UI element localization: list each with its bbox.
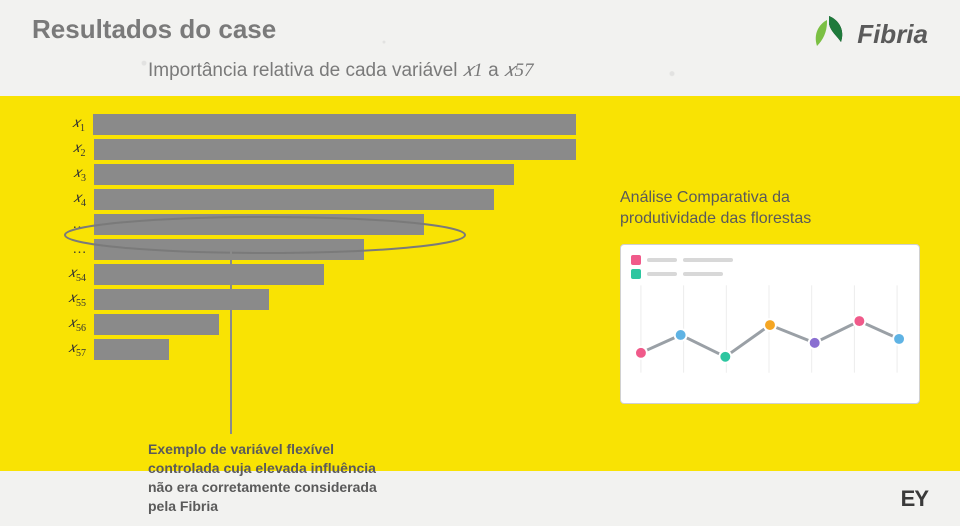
bar-label: 𝑥1 [56, 116, 85, 134]
chart-row: 𝑥55 [56, 289, 576, 310]
chart-row: 𝑥54 [56, 264, 576, 285]
bar [93, 114, 576, 135]
legend-line [683, 272, 723, 276]
bar-label: 𝑥4 [56, 191, 86, 209]
legend-line [647, 258, 677, 262]
bar-label: 𝑥56 [56, 316, 86, 334]
legend-row [631, 269, 909, 279]
chart-row: 𝑥57 [56, 339, 576, 360]
bar [94, 164, 514, 185]
chart-row: 𝑥1 [56, 114, 576, 135]
bar [94, 239, 364, 260]
bar [94, 339, 169, 360]
ey-logo: EY [901, 486, 928, 512]
subtitle: Importância relativa de cada variável 𝑥1… [148, 60, 534, 82]
legend-line [683, 258, 733, 262]
bar-label: 𝑥2 [56, 141, 86, 159]
mini-dashboard [620, 244, 920, 404]
bar-label: 𝑥54 [56, 266, 86, 284]
chart-row: 𝑥3 [56, 164, 576, 185]
chart-row: … [56, 214, 576, 235]
callout-line-2: controlada cuja elevada influência [148, 459, 428, 478]
slide-title: Resultados do case [32, 14, 276, 45]
chart-row: 𝑥2 [56, 139, 576, 160]
chart-row: … [56, 239, 576, 260]
chart-row: 𝑥4 [56, 189, 576, 210]
bar-label: 𝑥57 [56, 341, 86, 359]
bar-label: 𝑥55 [56, 291, 86, 309]
analysis-line-2: produtividade das florestas [620, 209, 920, 230]
callout-line-3: não era corretamente considerada [148, 478, 428, 497]
sparkline-chart [631, 285, 909, 373]
bar [94, 264, 324, 285]
mini-legend [631, 255, 909, 279]
callout-connector [230, 248, 232, 434]
bar-label: 𝑥3 [56, 166, 86, 184]
legend-swatch-icon [631, 255, 641, 265]
callout-line-1: Exemplo de variável flexível [148, 440, 428, 459]
callout-line-4: pela Fibria [148, 497, 428, 516]
importance-bar-chart: 𝑥1 𝑥2 𝑥3 𝑥4 … … 𝑥54 𝑥55 𝑥56 𝑥57 [56, 110, 576, 364]
logo-text: Fibria [857, 19, 928, 50]
bar [94, 189, 494, 210]
bar [94, 289, 269, 310]
subtitle-prefix: Importância relativa de cada variável [148, 60, 463, 81]
bar-label: … [56, 217, 86, 233]
legend-line [647, 272, 677, 276]
bar-label: … [56, 242, 86, 258]
bar [94, 139, 576, 160]
fibria-logo: Fibria [809, 14, 928, 54]
legend-swatch-icon [631, 269, 641, 279]
analysis-title: Análise Comparativa da produtividade das… [620, 188, 920, 230]
legend-row [631, 255, 909, 265]
analysis-line-1: Análise Comparativa da [620, 188, 920, 209]
chart-row: 𝑥56 [56, 314, 576, 335]
subtitle-x57: 𝑥57 [504, 60, 534, 81]
bar [94, 314, 219, 335]
subtitle-x1: 𝑥1 [463, 60, 483, 81]
bar [94, 214, 424, 235]
callout-text: Exemplo de variável flexível controlada … [148, 440, 428, 516]
subtitle-mid: a [483, 60, 504, 81]
leaf-icon [809, 14, 849, 54]
